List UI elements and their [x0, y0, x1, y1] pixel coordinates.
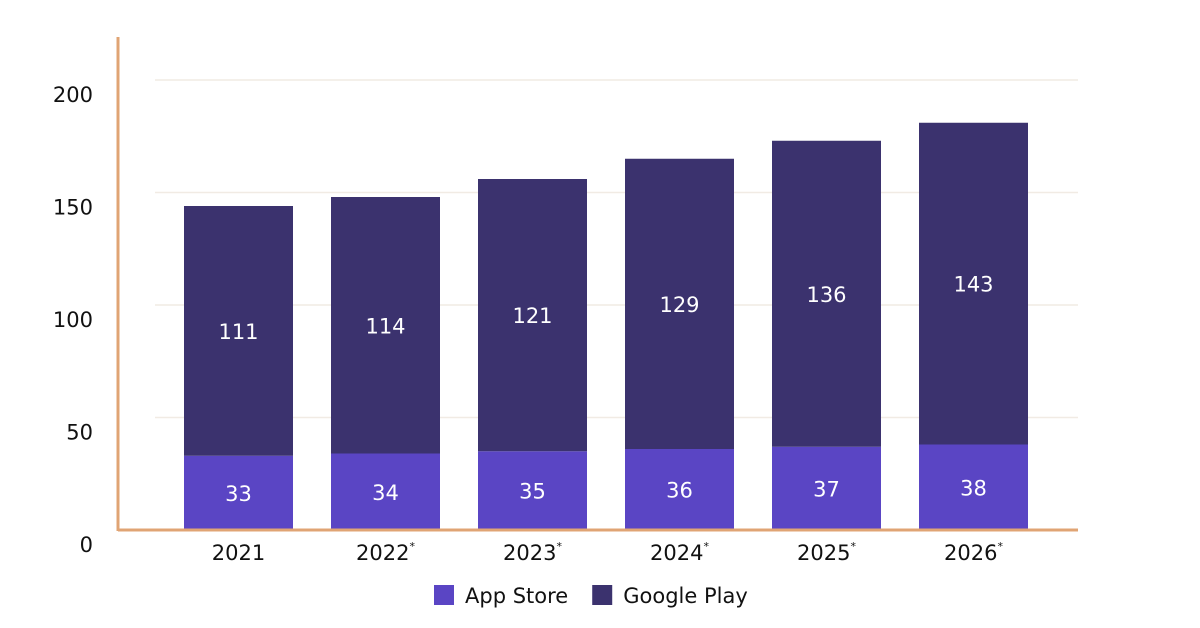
y-tick-label: 200: [53, 83, 93, 107]
x-tick-label: 2024*: [650, 540, 709, 565]
data-label: 37: [813, 477, 840, 501]
x-tick-label: 2021: [212, 541, 265, 565]
legend-swatch: [434, 585, 454, 605]
x-tick-label: 2023*: [503, 540, 562, 565]
data-label: 129: [659, 293, 699, 317]
x-tick-label: 2022*: [356, 540, 415, 565]
data-label: 121: [512, 304, 552, 328]
data-label: 136: [806, 283, 846, 307]
legend-label: App Store: [465, 584, 568, 608]
bar-app-store: [919, 444, 1028, 530]
data-label: 114: [365, 314, 405, 338]
bar-google-play: [478, 179, 587, 452]
data-label: 38: [960, 476, 987, 500]
legend-swatch: [592, 585, 613, 605]
data-label: 143: [953, 273, 993, 297]
y-tick-label: 150: [53, 196, 93, 220]
y-tick-label: 0: [80, 533, 93, 557]
bar-google-play: [625, 158, 734, 449]
legend-label: Google Play: [623, 584, 748, 608]
data-label: 111: [218, 320, 258, 344]
bar-app-store: [331, 453, 440, 530]
bar-app-store: [625, 449, 734, 530]
data-label: 34: [372, 481, 399, 505]
x-tick-label: 2026*: [944, 540, 1003, 565]
x-tick-label: 2025*: [797, 540, 856, 565]
data-label: 33: [225, 482, 252, 506]
bar-app-store: [478, 451, 587, 530]
bar-app-store: [184, 455, 293, 530]
bar-google-play: [331, 197, 440, 454]
y-tick-label: 100: [53, 308, 93, 332]
bar-google-play: [184, 206, 293, 456]
bar-google-play: [772, 140, 881, 447]
data-label: 36: [666, 479, 693, 503]
data-label: 35: [519, 480, 546, 504]
bar-google-play: [919, 122, 1028, 445]
bar-app-store: [772, 446, 881, 530]
y-tick-label: 50: [66, 421, 93, 445]
